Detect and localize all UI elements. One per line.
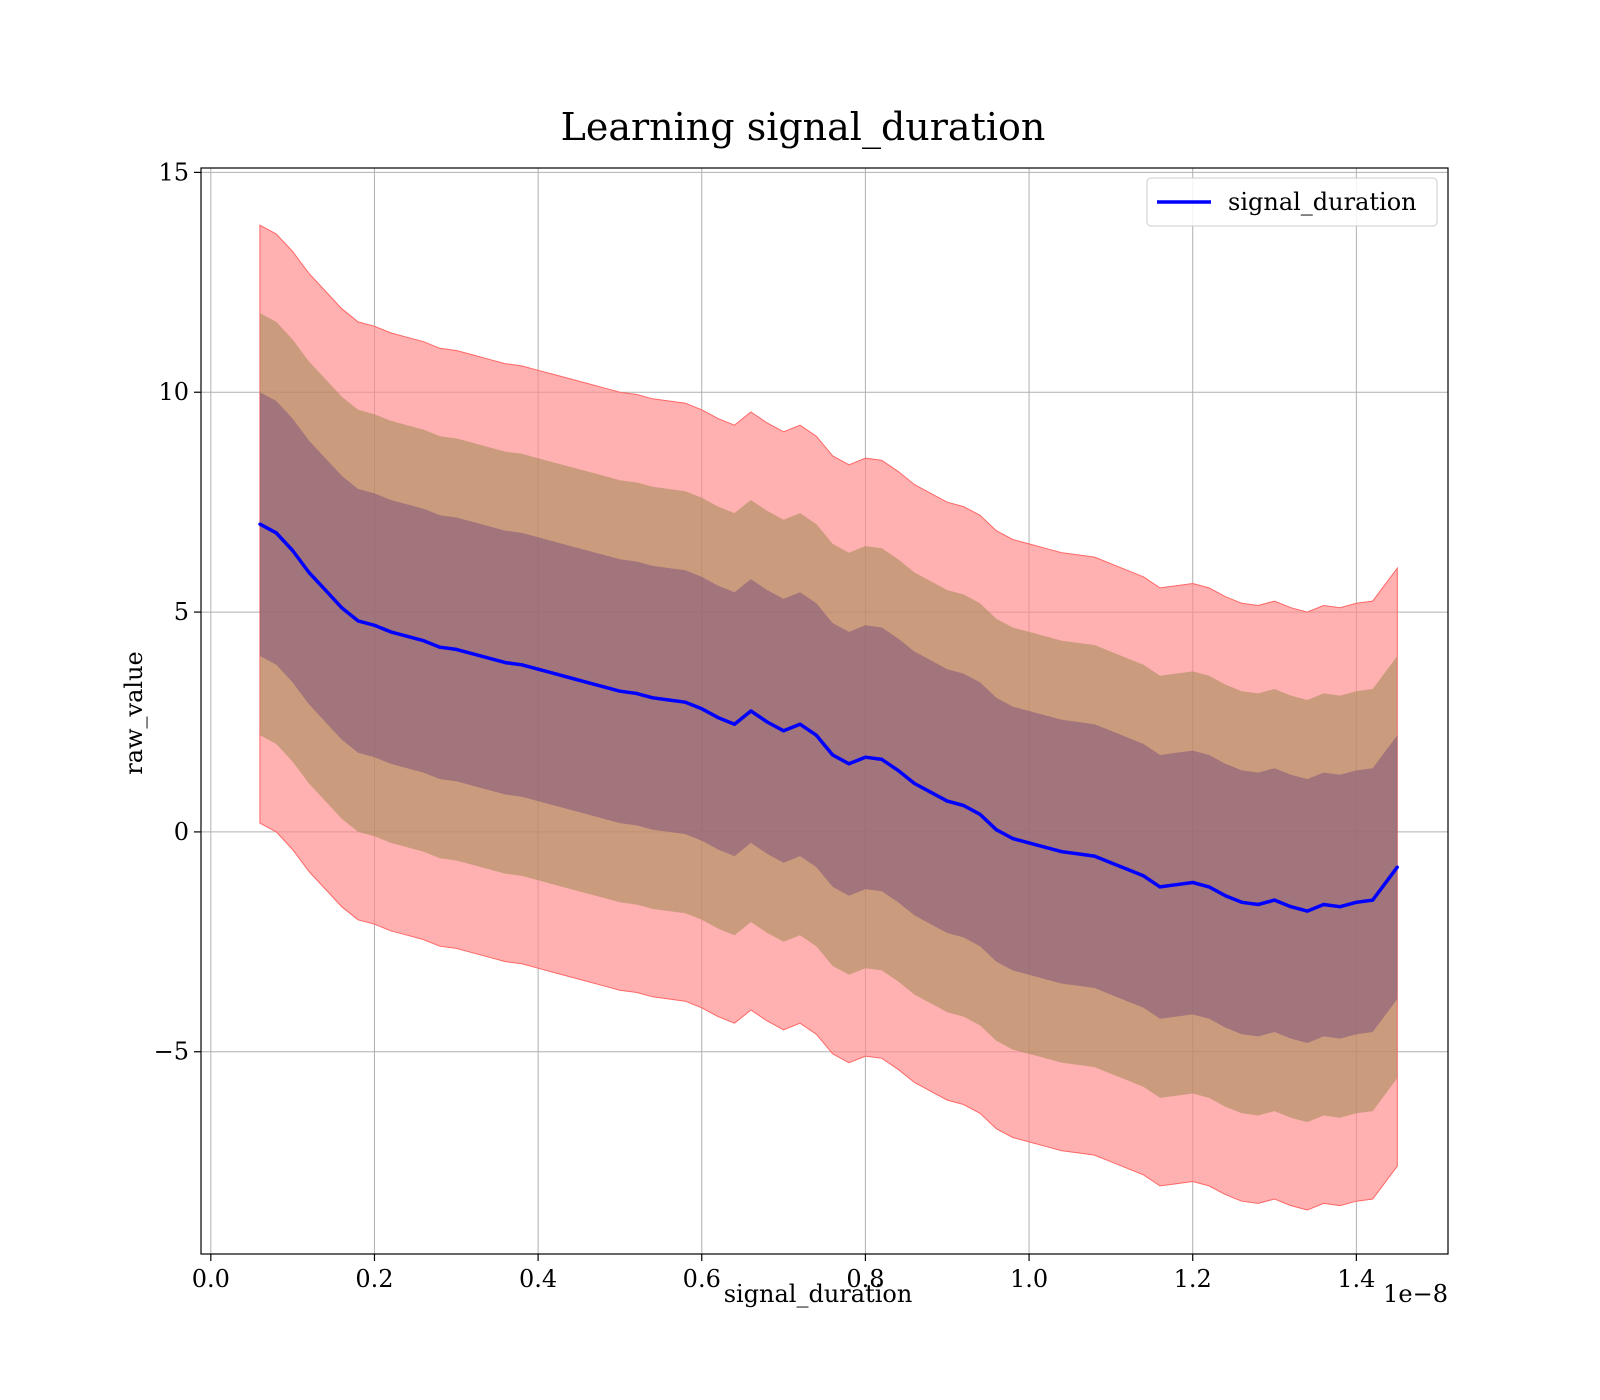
data-point <box>929 790 933 794</box>
data-point <box>1289 905 1293 909</box>
data-point <box>651 696 655 700</box>
data-point <box>634 691 638 696</box>
series-lines <box>258 522 1399 913</box>
data-point <box>945 799 949 803</box>
data-point <box>863 755 868 759</box>
chart-title: Learning signal_duration <box>561 105 1046 150</box>
data-point <box>912 781 917 786</box>
data-point <box>700 707 704 711</box>
data-point <box>520 663 524 667</box>
data-point <box>1395 865 1399 869</box>
data-point <box>962 803 966 808</box>
band-inner <box>259 392 1398 1043</box>
data-point <box>765 720 769 724</box>
data-point <box>1174 883 1178 887</box>
data-point <box>471 652 475 656</box>
legend-label-signal-duration: signal_duration <box>1228 188 1417 216</box>
x-axis-scale-label: 1e−8 <box>1383 1280 1448 1308</box>
data-point <box>994 828 998 832</box>
axis-ticks: 0.0 0.2 0.4 0.6 0.8 1.0 1.2 1.4 −5 0 5 10 15 <box>154 158 1376 1293</box>
x-tick-label: 0.0 <box>192 1265 230 1293</box>
data-point <box>683 700 688 704</box>
y-tick-label: 5 <box>174 598 189 626</box>
data-point <box>389 630 393 634</box>
data-point <box>291 548 295 553</box>
data-point <box>258 522 262 526</box>
data-point <box>847 762 851 766</box>
data-point <box>1142 874 1146 878</box>
data-point <box>405 634 409 638</box>
data-point <box>749 709 753 713</box>
data-point <box>831 753 835 757</box>
y-axis-label: raw_value <box>120 651 148 775</box>
data-point <box>1256 902 1260 907</box>
data-point <box>438 645 442 649</box>
data-point <box>732 722 737 726</box>
data-point <box>798 722 802 726</box>
data-point <box>1223 894 1227 898</box>
y-tick-label: 10 <box>158 378 189 406</box>
data-point <box>454 647 458 652</box>
data-point <box>896 768 900 773</box>
data-point <box>340 606 344 610</box>
x-tick-label: 1.2 <box>1174 1265 1212 1293</box>
data-point <box>1371 898 1375 902</box>
x-tick-label: 0.2 <box>355 1265 393 1293</box>
data-point <box>536 667 540 671</box>
data-point <box>1092 854 1097 858</box>
data-point <box>372 623 377 627</box>
data-point <box>716 716 720 720</box>
data-point <box>1011 836 1015 841</box>
x-tick-label: 1.4 <box>1337 1265 1375 1293</box>
series-line-signal-duration <box>259 522 1399 913</box>
data-point <box>1338 905 1342 909</box>
data-point <box>552 672 557 676</box>
x-tick-label: 0.6 <box>683 1265 721 1293</box>
data-point <box>1207 885 1211 889</box>
data-point <box>1158 885 1162 889</box>
data-point <box>1272 898 1277 902</box>
y-tick-label: 0 <box>174 818 189 846</box>
data-point <box>1240 900 1244 904</box>
data-point <box>487 656 491 660</box>
data-point <box>880 757 884 762</box>
data-point <box>1305 909 1309 913</box>
data-point <box>1060 850 1064 854</box>
data-point <box>978 812 982 816</box>
data-point <box>1109 861 1113 865</box>
data-point <box>585 680 589 685</box>
data-point <box>618 689 622 693</box>
x-tick-label: 1.0 <box>1010 1265 1048 1293</box>
data-point <box>1191 880 1195 885</box>
data-point <box>1043 845 1047 849</box>
data-point <box>274 531 278 535</box>
data-point <box>569 676 573 680</box>
data-point <box>1322 902 1326 907</box>
y-tick-label: 15 <box>158 158 189 186</box>
x-tick-label: 0.4 <box>519 1265 557 1293</box>
confidence-bands <box>259 224 1398 1211</box>
data-point <box>1125 867 1129 871</box>
x-axis-label: signal_duration <box>724 1280 913 1308</box>
data-point <box>814 733 818 737</box>
data-point <box>422 639 426 643</box>
axes-frame <box>200 167 1449 1255</box>
data-point <box>503 661 507 665</box>
data-point <box>1076 852 1080 856</box>
data-point <box>782 729 786 733</box>
data-point <box>307 570 311 575</box>
legend-box <box>1146 177 1438 227</box>
data-point <box>356 619 360 623</box>
data-point <box>1354 900 1358 904</box>
legend: signal_duration <box>1146 177 1438 227</box>
data-point <box>602 685 606 689</box>
y-tick-label: −5 <box>154 1038 189 1066</box>
data-point <box>323 588 327 592</box>
data-point <box>1027 841 1031 845</box>
x-tick-label: 0.8 <box>846 1265 884 1293</box>
data-point <box>667 698 671 702</box>
